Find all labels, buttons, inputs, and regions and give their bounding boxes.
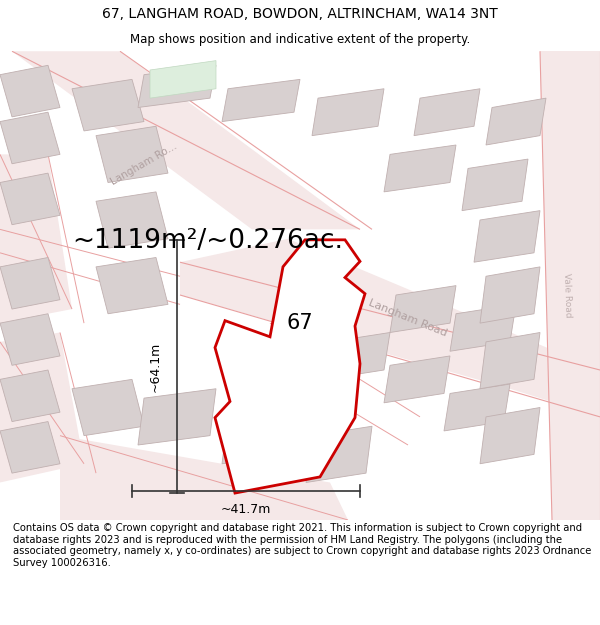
Polygon shape bbox=[462, 159, 528, 211]
Polygon shape bbox=[0, 332, 84, 482]
Polygon shape bbox=[0, 370, 60, 421]
Polygon shape bbox=[480, 332, 540, 389]
Text: 67: 67 bbox=[287, 313, 313, 333]
Polygon shape bbox=[60, 436, 348, 520]
Polygon shape bbox=[150, 61, 216, 98]
Polygon shape bbox=[96, 258, 168, 314]
Polygon shape bbox=[480, 408, 540, 464]
Polygon shape bbox=[390, 286, 456, 332]
Polygon shape bbox=[12, 51, 360, 229]
Text: Vale Road: Vale Road bbox=[562, 272, 572, 318]
Polygon shape bbox=[384, 356, 450, 402]
Text: ~41.7m: ~41.7m bbox=[221, 503, 271, 516]
Polygon shape bbox=[474, 211, 540, 262]
Text: Langham Ro...: Langham Ro... bbox=[109, 141, 179, 187]
Polygon shape bbox=[384, 145, 456, 192]
Polygon shape bbox=[306, 426, 372, 483]
Polygon shape bbox=[222, 79, 300, 121]
Polygon shape bbox=[540, 51, 600, 520]
Polygon shape bbox=[138, 65, 216, 108]
Polygon shape bbox=[72, 79, 144, 131]
Polygon shape bbox=[450, 304, 516, 351]
Polygon shape bbox=[96, 192, 168, 248]
Polygon shape bbox=[324, 332, 390, 379]
Polygon shape bbox=[0, 173, 60, 224]
Text: ~1119m²/~0.276ac.: ~1119m²/~0.276ac. bbox=[72, 228, 343, 254]
Text: Map shows position and indicative extent of the property.: Map shows position and indicative extent… bbox=[130, 34, 470, 46]
Polygon shape bbox=[0, 65, 60, 117]
Polygon shape bbox=[0, 421, 60, 473]
Text: 67, LANGHAM ROAD, BOWDON, ALTRINCHAM, WA14 3NT: 67, LANGHAM ROAD, BOWDON, ALTRINCHAM, WA… bbox=[102, 8, 498, 21]
Polygon shape bbox=[414, 89, 480, 136]
Polygon shape bbox=[0, 112, 60, 164]
Polygon shape bbox=[222, 408, 300, 464]
Polygon shape bbox=[215, 240, 365, 493]
Polygon shape bbox=[180, 239, 600, 417]
Polygon shape bbox=[480, 267, 540, 323]
Text: Langham Road: Langham Road bbox=[367, 298, 449, 339]
Text: ~64.1m: ~64.1m bbox=[149, 341, 162, 392]
Polygon shape bbox=[0, 314, 60, 365]
Text: Contains OS data © Crown copyright and database right 2021. This information is : Contains OS data © Crown copyright and d… bbox=[13, 523, 592, 568]
Polygon shape bbox=[486, 98, 546, 145]
Polygon shape bbox=[96, 126, 168, 182]
Polygon shape bbox=[312, 89, 384, 136]
Polygon shape bbox=[0, 258, 60, 309]
Polygon shape bbox=[0, 154, 72, 323]
Polygon shape bbox=[444, 384, 510, 431]
Polygon shape bbox=[138, 389, 216, 445]
Polygon shape bbox=[72, 379, 144, 436]
